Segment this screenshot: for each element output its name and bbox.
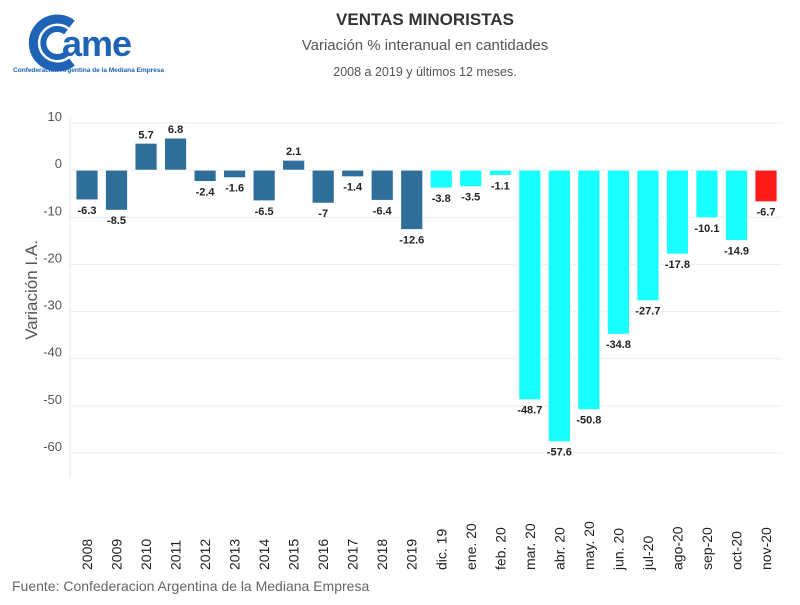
data-label: -50.8 (576, 415, 601, 427)
bar-oct-20 (725, 169, 748, 241)
y-axis-label: Variación I.A. (22, 240, 41, 340)
gridlines (70, 122, 782, 454)
x-tick-label: 2015 (286, 539, 302, 570)
bar-2016 (311, 169, 335, 204)
data-label: -1.4 (343, 182, 363, 194)
x-tick-label: 2016 (315, 539, 331, 570)
x-tick-label: oct-20 (728, 531, 744, 570)
data-label: -8.5 (107, 215, 126, 227)
bar-ene-20 (459, 169, 483, 188)
x-tick-label: 2010 (138, 539, 154, 570)
x-tick-label: 2009 (109, 539, 125, 570)
data-label: -27.7 (635, 306, 660, 318)
bar-2014 (252, 169, 276, 202)
x-tick-label: 2012 (197, 539, 213, 570)
bar-2011 (164, 137, 187, 171)
bar-2017 (341, 169, 365, 178)
data-label: -6.7 (757, 207, 776, 219)
data-label: 6.8 (168, 124, 183, 136)
y-tick-label: 0 (55, 156, 62, 171)
bar-2018 (370, 169, 394, 201)
y-tick-label: -60 (43, 439, 62, 454)
data-label: -17.8 (665, 259, 690, 271)
data-label: -10.1 (694, 223, 719, 235)
came-logo-mark (28, 14, 75, 72)
bar-mar-20 (518, 169, 542, 401)
data-label: -34.8 (606, 339, 631, 351)
data-label: -1.1 (491, 180, 510, 192)
bar-jun-20 (606, 169, 630, 335)
data-label: -57.6 (547, 447, 572, 459)
data-label: -2.4 (196, 186, 216, 198)
data-label: -6.4 (373, 205, 393, 217)
x-tick-label: nov-20 (758, 527, 774, 570)
data-label: 5.7 (138, 129, 153, 141)
data-labels: -6.3 -8.5 5.7 6.8 -2.4 -1.6 -6.5 2.1 -7 -1.4 -6.4 -… (78, 124, 776, 459)
bar-2019 (400, 169, 424, 230)
x-tick-label: jul-20 (640, 536, 656, 571)
y-tick-label: -30 (43, 298, 62, 313)
bar-jul-20 (636, 169, 660, 302)
x-tick-label: ago-20 (669, 526, 685, 570)
data-label: -48.7 (517, 405, 542, 417)
bar-2012 (193, 169, 217, 182)
data-label: -6.3 (78, 205, 97, 217)
x-tick-label: 2011 (168, 540, 184, 570)
x-tick-label: mar. 20 (522, 523, 538, 570)
x-tick-label: ene. 20 (463, 523, 479, 570)
x-tick-label: abr. 20 (551, 527, 567, 570)
y-tick-label: -40 (43, 345, 62, 360)
x-tick-label: 2018 (374, 539, 390, 570)
came-logo-text: ame (62, 23, 131, 64)
bar-2008 (75, 169, 99, 201)
source-note: Fuente: Confederacion Argentina de la Me… (12, 578, 370, 594)
came-logo: ame (28, 14, 132, 72)
data-label: 2.1 (286, 146, 301, 158)
chart-title: VENTAS MINORISTAS (336, 10, 514, 29)
bar-ago-20 (666, 169, 689, 255)
x-tick-label: dic. 19 (433, 529, 449, 570)
chart-subtitle: Variación % interanual en cantidades (301, 37, 549, 54)
data-label: -3.8 (432, 193, 451, 205)
bar-dic-19 (429, 169, 453, 189)
data-label: -6.5 (255, 206, 274, 218)
data-label: -12.6 (399, 235, 424, 247)
x-tick-label: sep-20 (699, 527, 715, 570)
bar-2015 (282, 159, 306, 171)
data-label: -7 (318, 208, 328, 220)
x-tick-label: may. 20 (581, 521, 597, 570)
x-tick-label: 2019 (404, 539, 420, 570)
bar-2009 (105, 169, 128, 211)
data-label: -14.9 (724, 245, 749, 257)
bar-2010 (134, 142, 158, 171)
x-tick-label: 2014 (256, 539, 272, 570)
x-tick-label: 2017 (345, 539, 361, 570)
y-tick-label: -20 (43, 250, 62, 265)
bar-sep-20 (695, 169, 719, 219)
y-tick-label: 10 (48, 109, 62, 124)
bars (75, 137, 778, 443)
bar-2013 (223, 169, 247, 179)
came-logo-subtitle: Confederación Argentina de la Mediana Em… (13, 67, 165, 74)
x-tick-label: feb. 20 (492, 527, 508, 570)
bar-nov-20 (754, 169, 778, 203)
bar-abr-20 (547, 169, 571, 443)
y-tick-label: -10 (43, 203, 62, 218)
y-axis-ticks: 10 0 -10 -20 -30 -40 -50 -60 (43, 109, 62, 454)
chart-period-note: 2008 a 2019 y últimos 12 meses. (333, 65, 517, 79)
data-label: -1.6 (225, 183, 244, 195)
x-axis-ticks: 2008 2009 2010 2011 2012 2013 2014 2015 2016 2017… (79, 521, 774, 571)
x-tick-label: 2013 (227, 539, 243, 570)
bar-may-20 (577, 169, 601, 411)
bar-feb-20 (488, 169, 512, 176)
x-tick-label: 2008 (79, 539, 95, 570)
data-label: -3.5 (461, 192, 480, 204)
y-tick-label: -50 (43, 392, 62, 407)
x-tick-label: jun. 20 (610, 528, 626, 571)
